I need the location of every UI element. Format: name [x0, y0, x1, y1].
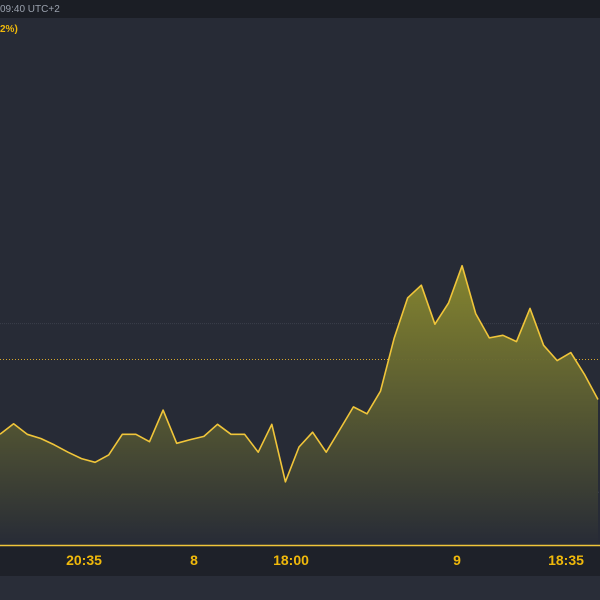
- area-fill: [0, 265, 598, 545]
- area-series: [0, 264, 599, 545]
- x-axis: [0, 546, 600, 576]
- x-tick-label: 8: [190, 552, 198, 568]
- timestamp-text: 09:40 UTC+2: [0, 4, 60, 15]
- price-line: [0, 264, 599, 483]
- price-change-label: 2%): [0, 24, 18, 35]
- x-tick-label: 9: [453, 552, 461, 568]
- chart-header-bar: 09:40 UTC+2: [0, 0, 600, 18]
- bottom-toolbar: [0, 576, 600, 600]
- x-tick-label: 18:35: [548, 552, 584, 568]
- x-tick-label: 20:35: [66, 552, 102, 568]
- x-tick-label: 18:00: [273, 552, 309, 568]
